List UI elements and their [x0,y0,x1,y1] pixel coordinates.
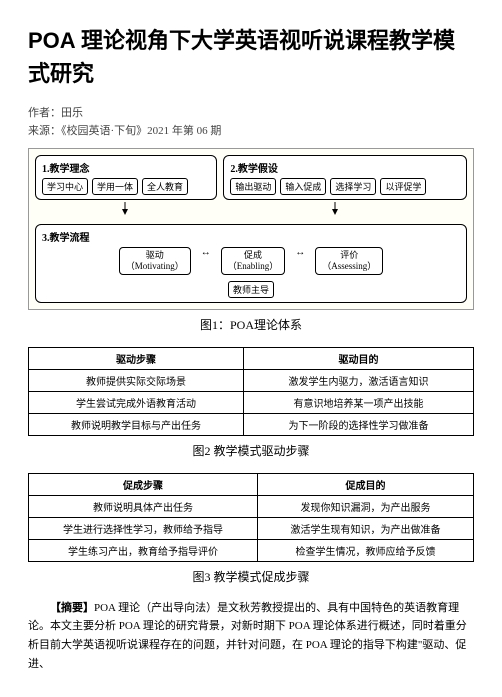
chip: 以评促学 [380,178,426,195]
page-title: POA 理论视角下大学英语视听说课程教学模式研究 [28,24,474,90]
table-row: 驱动步骤 驱动目的 [29,347,474,369]
th: 驱动目的 [243,347,473,369]
td: 激发学生内驱力，激活语言知识 [243,369,473,391]
td: 教师说明教学目标与产出任务 [29,413,244,435]
author-line: 作者：田乐 [28,104,474,120]
th: 促成目的 [258,473,474,495]
td: 发现你知识漏洞，为产出服务 [258,495,474,517]
flow-node: 评价 （Assessing） [315,247,383,275]
table-row: 教师说明教学目标与产出任务 为下一阶段的选择性学习做准备 [29,413,474,435]
footer-chip: 教师主导 [228,281,274,298]
arrows-top [35,202,467,212]
panel-3: 3.教学流程 驱动 （Motivating） ↔ 促成 （Enabling） ↔… [35,224,467,303]
node-sub: （Enabling） [228,261,279,272]
td: 学生尝试完成外语教育活动 [29,391,244,413]
source-line: 来源：《校园英语·下旬》2021 年第 06 期 [28,122,474,138]
table-row: 学生进行选择性学习，教师给予指导 激活学生现有知识，为产出做准备 [29,517,474,539]
table-row: 学生尝试完成外语教育活动 有意识地培养某一项产出技能 [29,391,474,413]
panel-3-head: 3.教学流程 [42,229,460,244]
th: 促成步骤 [29,473,258,495]
td: 教师提供实际交际场景 [29,369,244,391]
td: 学生进行选择性学习，教师给予指导 [29,517,258,539]
table-row: 促成步骤 促成目的 [29,473,474,495]
node-sub: （Assessing） [322,261,376,272]
table-2: 驱动步骤 驱动目的 教师提供实际交际场景 激发学生内驱力，激活语言知识 学生尝试… [28,347,474,436]
td: 教师说明具体产出任务 [29,495,258,517]
panel-2-head: 2.教学假设 [230,160,460,175]
abstract-text: POA 理论（产出导向法）是文秋芳教授提出的、具有中国特色的英语教育理论。本文主… [28,602,467,670]
table-3: 促成步骤 促成目的 教师说明具体产出任务 发现你知识漏洞，为产出服务 学生进行选… [28,473,474,562]
figure-1-flowchart: 1.教学理念 学习中心 学用一体 全人教育 2.教学假设 输出驱动 输入促成 选… [28,148,474,310]
source-label: 来源： [28,125,61,137]
meta-block: 作者：田乐 来源：《校园英语·下旬》2021 年第 06 期 [28,104,474,138]
author-name: 田乐 [61,107,83,119]
chip: 输入促成 [280,178,326,195]
table-row: 学生练习产出，教育给予指导评价 检查学生情况，教师应给予反馈 [29,539,474,561]
abstract-paragraph: 【摘要】POA 理论（产出导向法）是文秋芳教授提出的、具有中国特色的英语教育理论… [28,599,474,674]
node-sub: （Motivating） [126,261,184,272]
td: 为下一阶段的选择性学习做准备 [243,413,473,435]
td: 有意识地培养某一项产出技能 [243,391,473,413]
arrow-icon: ↔ [201,247,211,275]
panel-2: 2.教学假设 输出驱动 输入促成 选择学习 以评促学 [223,155,467,200]
table-3-caption: 图3 教学模式促成步骤 [28,568,474,585]
chip: 全人教育 [142,178,188,195]
chip: 输出驱动 [230,178,276,195]
chip: 选择学习 [330,178,376,195]
abstract-label: 【摘要】 [50,602,94,614]
td: 检查学生情况，教师应给予反馈 [258,539,474,561]
th: 驱动步骤 [29,347,244,369]
table-row: 教师说明具体产出任务 发现你知识漏洞，为产出服务 [29,495,474,517]
chip: 学用一体 [92,178,138,195]
table-row: 教师提供实际交际场景 激发学生内驱力，激活语言知识 [29,369,474,391]
source-name: 《校园英语·下旬》2021 年第 06 期 [61,125,221,137]
node-label: 促成 [228,250,279,261]
panel-1: 1.教学理念 学习中心 学用一体 全人教育 [35,155,217,200]
author-label: 作者： [28,107,61,119]
flow-node: 促成 （Enabling） [221,247,286,275]
panel-1-head: 1.教学理念 [42,160,210,175]
chip: 学习中心 [42,178,88,195]
node-label: 驱动 [126,250,184,261]
td: 激活学生现有知识，为产出做准备 [258,517,474,539]
flow-node: 驱动 （Motivating） [119,247,191,275]
td: 学生练习产出，教育给予指导评价 [29,539,258,561]
table-2-caption: 图2 教学模式驱动步骤 [28,442,474,459]
node-label: 评价 [322,250,376,261]
arrow-icon: ↔ [295,247,305,275]
figure-1-caption: 图1：POA理论体系 [28,316,474,333]
